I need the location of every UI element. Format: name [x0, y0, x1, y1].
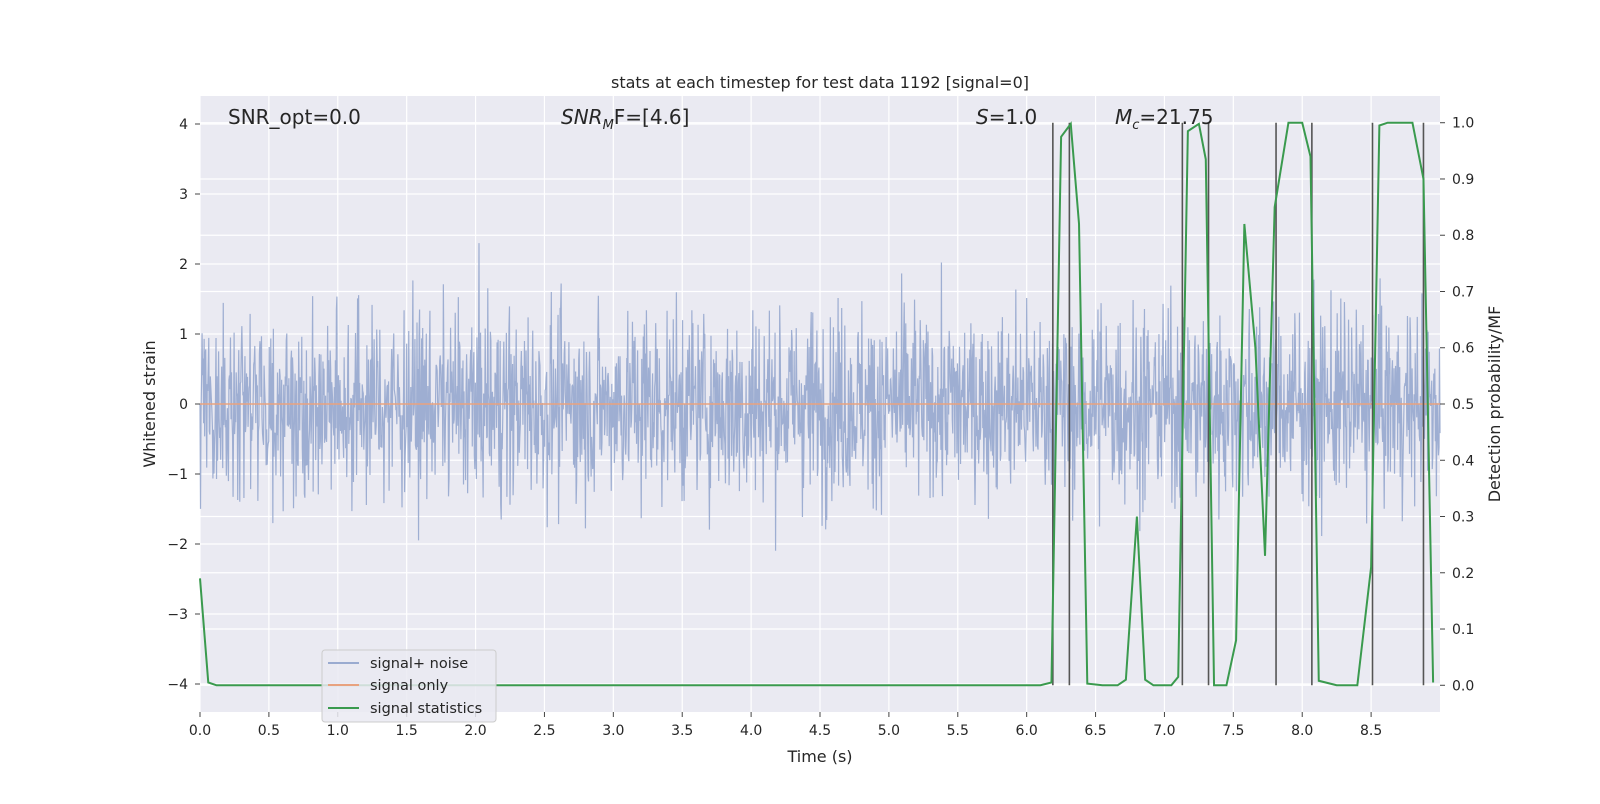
- y2-tick-label: 1.0: [1452, 116, 1474, 132]
- x-tick-label: 4.5: [809, 723, 831, 739]
- y-axis-label: Whitened strain: [140, 340, 159, 467]
- y-tick-label: 2: [179, 257, 188, 273]
- annotation-snr-mf: SNRMF=[4.6]: [561, 105, 689, 133]
- x-tick-label: 8.5: [1360, 723, 1382, 739]
- annotation-mc: Mc=21.75: [1115, 105, 1213, 133]
- annotation-snr-opt: SNR_opt=0.0: [228, 105, 361, 129]
- legend: signal+ noise signal only signal statist…: [321, 649, 497, 723]
- y2-tick-label: 0.0: [1452, 678, 1474, 694]
- legend-box: [321, 649, 497, 723]
- y2-axis-label: Detection probability/MF: [1485, 306, 1504, 503]
- x-tick-label: 5.5: [947, 723, 969, 739]
- series-signal-statistics: [199, 121, 1435, 687]
- y2-tick-label: 0.9: [1452, 172, 1474, 188]
- legend-label-signal-only: signal only: [370, 678, 449, 694]
- x-tick-label: 4.0: [740, 723, 762, 739]
- y2-tick-label: 0.8: [1452, 228, 1474, 244]
- x-tick-label: 1.0: [327, 723, 349, 739]
- x-tick-label: 7.0: [1153, 723, 1175, 739]
- y2-tick-label: 0.1: [1452, 622, 1474, 638]
- vertical-markers: [1052, 122, 1425, 686]
- annotation-snr-mf-main: SNR: [561, 105, 603, 129]
- annotation-mc-rest: =21.75: [1139, 105, 1213, 129]
- x-tick-label: 2.0: [464, 723, 486, 739]
- annotation-s-main: S: [976, 105, 989, 129]
- y-tick-label: −3: [167, 607, 188, 623]
- x-tick-label: 8.0: [1291, 723, 1313, 739]
- x-tick-label: 5.0: [878, 723, 900, 739]
- annotation-mc-main: M: [1115, 105, 1132, 129]
- y-tick-label: 4: [179, 117, 188, 133]
- x-tick-label: 7.5: [1222, 723, 1244, 739]
- x-tick-label: 2.5: [533, 723, 555, 739]
- series-signal-noise: [199, 243, 1441, 551]
- y2-tick-label: 0.7: [1452, 284, 1474, 300]
- x-tick-label: 0.5: [258, 723, 280, 739]
- x-tick-label: 3.5: [671, 723, 693, 739]
- y-tick-label: 0: [179, 397, 188, 413]
- y-tick-label: 3: [179, 187, 188, 203]
- y-tick-label: −4: [167, 677, 188, 693]
- annotation-s: S=1.0: [976, 105, 1037, 129]
- signal-statistics-line: [199, 121, 1435, 687]
- y-tick-label: −2: [167, 537, 188, 553]
- chart-title: stats at each timestep for test data 119…: [611, 73, 1029, 92]
- y2-tick-label: 0.2: [1452, 566, 1474, 582]
- y-tick-label: −1: [167, 467, 188, 483]
- x-tick-label: 6.5: [1084, 723, 1106, 739]
- annotation-s-rest: =1.0: [989, 105, 1038, 129]
- y2-tick-label: 0.6: [1452, 341, 1474, 357]
- y2-tick-label: 0.5: [1452, 397, 1474, 413]
- y2-tick-label: 0.4: [1452, 453, 1474, 469]
- legend-label-signal-noise: signal+ noise: [370, 656, 468, 672]
- y-tick-label: 1: [179, 327, 188, 343]
- y2-tick-label: 0.3: [1452, 510, 1474, 526]
- annotation-mc-sub: c: [1132, 118, 1139, 133]
- x-tick-label: 6.0: [1016, 723, 1038, 739]
- x-tick-label: 0.0: [189, 723, 211, 739]
- annotation-snr-mf-sub: M: [603, 118, 614, 133]
- tick-labels: 0.0 0.5 1.0 1.5 2.0 2.5 3.0 3.5 4.0 4.5 5.0 5.5 6.0 6…: [167, 116, 1474, 739]
- legend-label-signal-statistics: signal statistics: [370, 701, 482, 717]
- x-tick-label: 3.0: [602, 723, 624, 739]
- signal-noise-line: [199, 243, 1441, 551]
- x-tick-label: 1.5: [396, 723, 418, 739]
- x-axis-label: Time (s): [786, 747, 852, 766]
- annotation-snr-mf-rest: F=[4.6]: [614, 105, 690, 129]
